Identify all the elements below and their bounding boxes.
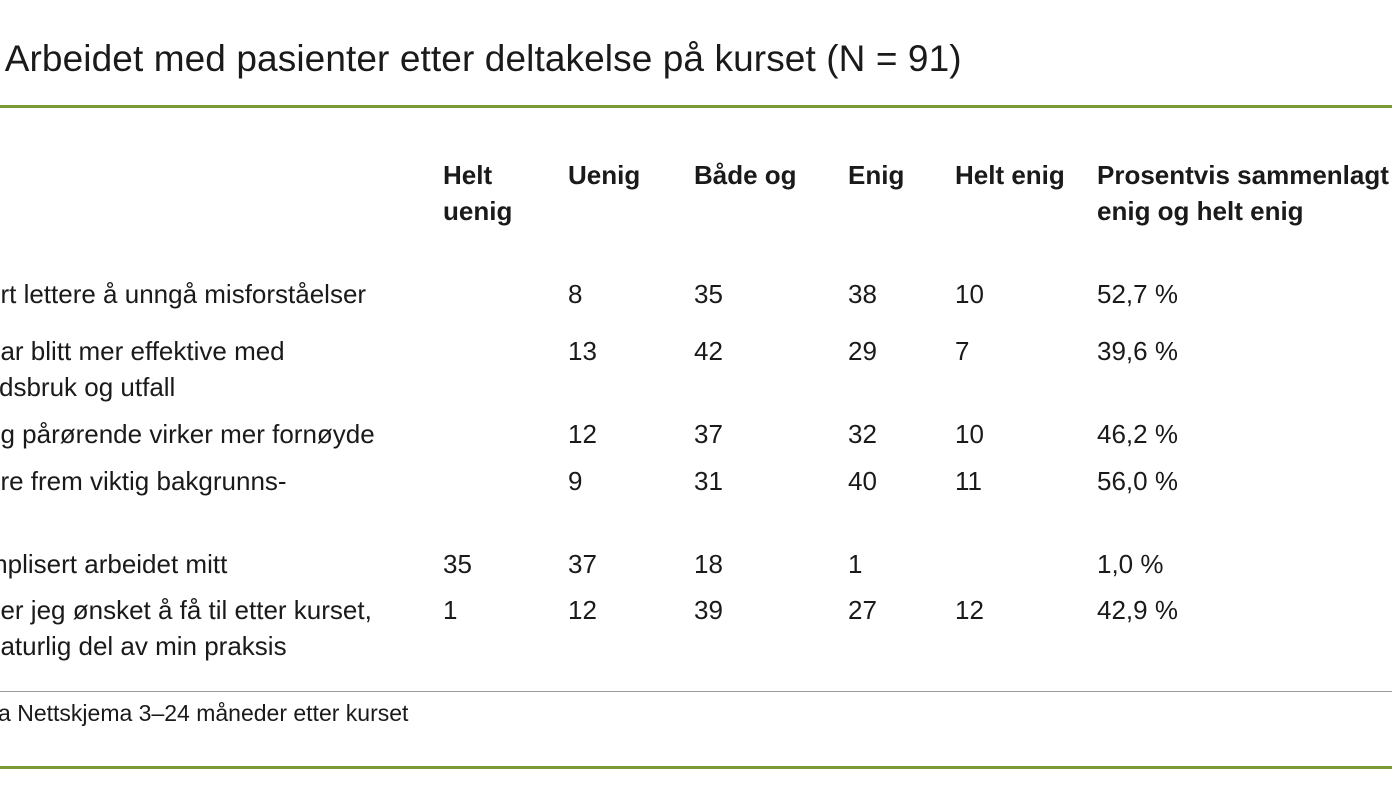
cell-helt-uenig: 35 (443, 549, 472, 579)
row-label-line: ert lettere å unngå misforståelser (0, 279, 367, 309)
cell-baade-og: 37 (694, 419, 723, 449)
bottom-divider (0, 766, 1392, 769)
cell-enig: 27 (848, 595, 877, 625)
cell-helt-enig: 7 (955, 336, 970, 366)
column-header-line: Enig (848, 160, 905, 190)
cell-uenig: 13 (568, 336, 597, 366)
column-header-baade-og: Både og (694, 157, 797, 193)
cell-uenig: 8 (568, 279, 583, 309)
row-label: og pårørende virker mer fornøyde (0, 416, 375, 452)
row-label: ger jeg ønsket å få til etter kurset, na… (0, 592, 372, 664)
cell-enig: 1 (848, 549, 863, 579)
cell-uenig: 37 (568, 549, 597, 579)
cell-enig: 38 (848, 279, 877, 309)
row-label: ere frem viktig bakgrunns- n (0, 463, 287, 535)
row-label-line: n (0, 499, 287, 535)
row-label-line: har blitt mer effektive med (0, 336, 285, 366)
table-row: ger jeg ønsket å få til etter kurset, na… (0, 592, 1392, 661)
column-header-line: uenig (443, 196, 513, 226)
row-label: ert lettere å unngå misforståelser (0, 276, 366, 312)
row-label-line: mplisert arbeidet mitt (0, 549, 228, 579)
column-header-prosent: Prosentvis sammenlagt enig og helt enig (1097, 157, 1389, 229)
cell-helt-enig: 10 (955, 419, 984, 449)
column-header-helt-enig: Helt enig (955, 157, 1065, 193)
cell-enig: 40 (848, 466, 877, 496)
cell-enig: 29 (848, 336, 877, 366)
source-footnote: fra Nettskjema 3–24 måneder etter kurset (0, 700, 409, 726)
cell-helt-uenig: 1 (443, 595, 458, 625)
row-label-line: ger jeg ønsket å få til etter kurset, (0, 595, 372, 625)
table-row: ert lettere å unngå misforståelser 8 35 … (0, 276, 1392, 316)
column-header-uenig: Uenig (568, 157, 640, 193)
row-label-line: tidsbruk og utfall (0, 372, 176, 402)
row-label: mplisert arbeidet mitt (0, 546, 227, 582)
cell-enig: 32 (848, 419, 877, 449)
cell-helt-enig: 11 (955, 466, 982, 496)
column-header-line: Uenig (568, 160, 641, 190)
cell-uenig: 12 (568, 419, 597, 449)
column-header-line: Helt (443, 160, 493, 190)
cell-baade-og: 42 (694, 336, 723, 366)
column-header-line: Helt enig (955, 160, 1065, 190)
column-header-line: Både og (694, 160, 797, 190)
table-divider (0, 691, 1392, 692)
table-row: mplisert arbeidet mitt 35 37 18 1 1,0 % (0, 546, 1392, 586)
row-label-line: ere frem viktig bakgrunns- (0, 466, 287, 496)
cell-baade-og: 18 (694, 549, 723, 579)
cell-uenig: 12 (568, 595, 597, 625)
table-row: og pårørende virker mer fornøyde 12 37 3… (0, 416, 1392, 456)
column-header-helt-uenig: Helt uenig (443, 157, 512, 229)
cell-helt-enig: 12 (955, 595, 984, 625)
cell-helt-enig: 10 (955, 279, 984, 309)
cell-baade-og: 39 (694, 595, 723, 625)
column-header-line: enig og helt enig (1097, 196, 1304, 226)
table-row: ere frem viktig bakgrunns- n 9 31 40 11 … (0, 463, 1392, 532)
cell-prosent: 1,0 % (1097, 549, 1164, 579)
table-title: . Arbeidet med pasienter etter deltakels… (0, 38, 962, 79)
cell-prosent: 56,0 % (1097, 466, 1178, 496)
cell-prosent: 39,6 % (1097, 336, 1178, 366)
row-label: har blitt mer effektive med tidsbruk og … (0, 333, 285, 405)
cell-prosent: 52,7 % (1097, 279, 1178, 309)
column-header-line: Prosentvis sammenlagt (1097, 160, 1389, 190)
cell-uenig: 9 (568, 466, 583, 496)
column-header-enig: Enig (848, 157, 904, 193)
row-label-line: og pårørende virker mer fornøyde (0, 419, 375, 449)
cell-baade-og: 31 (694, 466, 723, 496)
cell-prosent: 46,2 % (1097, 419, 1178, 449)
cell-baade-og: 35 (694, 279, 723, 309)
row-label-line: naturlig del av min praksis (0, 631, 287, 661)
top-divider (0, 105, 1392, 108)
cell-prosent: 42,9 % (1097, 595, 1178, 625)
table-row: har blitt mer effektive med tidsbruk og … (0, 333, 1392, 402)
